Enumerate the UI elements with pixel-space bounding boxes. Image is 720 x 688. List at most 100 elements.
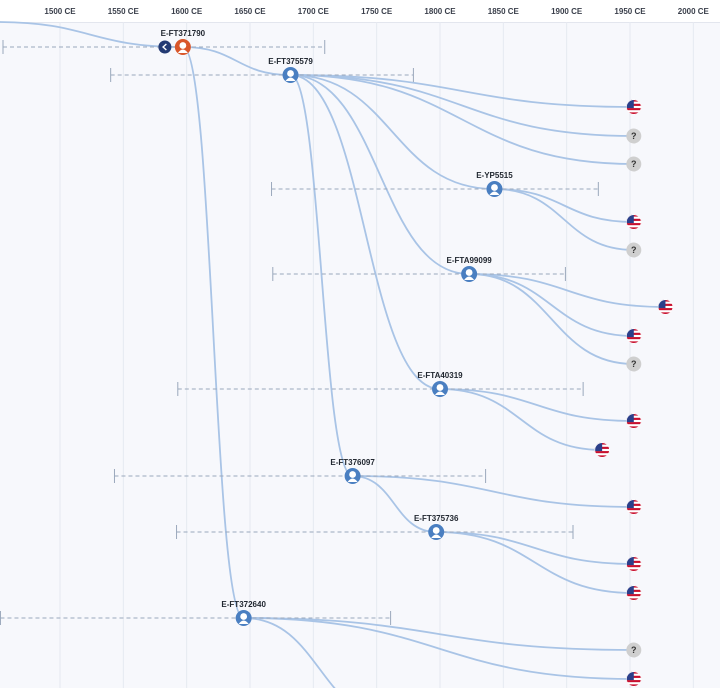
flag-stripe <box>626 510 642 513</box>
haplogroup-node[interactable] <box>282 67 299 83</box>
node-label[interactable]: E-YP5515 <box>476 171 513 180</box>
branch-line <box>243 617 634 680</box>
flag-border <box>626 328 642 344</box>
branch-line <box>352 475 634 508</box>
flag-stripe <box>626 569 642 572</box>
branch-line <box>494 188 634 223</box>
us-flag-icon[interactable] <box>626 99 642 115</box>
axis-tick-label: 1950 CE <box>614 7 646 16</box>
axis-tick-label: 1850 CE <box>487 7 519 16</box>
us-flag-icon[interactable] <box>626 585 642 601</box>
flag-border <box>626 585 642 601</box>
person-head-icon <box>491 184 498 191</box>
haplogroup-node[interactable] <box>461 266 478 282</box>
chevron-left-icon <box>162 43 167 51</box>
us-flag-icon[interactable] <box>594 442 610 458</box>
flag-stripe <box>626 594 642 597</box>
unknown-origin-badge[interactable]: ? <box>626 356 642 372</box>
axis-tick-label: 1600 CE <box>171 7 203 16</box>
branch-line <box>290 74 470 275</box>
us-flag-icon[interactable] <box>626 499 642 515</box>
flag-stripe <box>626 225 642 228</box>
us-flag-icon[interactable] <box>626 556 642 572</box>
branch-line <box>243 617 634 651</box>
flag-canton <box>626 556 634 566</box>
flag-stripe <box>626 227 642 230</box>
unknown-origin-badge[interactable]: ? <box>626 128 642 144</box>
timeline-axis: 1500 CE 1550 CE 1600 CE 1650 CE 1700 CE 1750 … <box>0 0 720 23</box>
flag-stripe <box>626 680 642 683</box>
question-mark: ? <box>631 245 637 255</box>
haplogroup-node[interactable] <box>344 468 361 484</box>
person-body-icon <box>177 49 188 53</box>
branch-line <box>290 74 634 137</box>
unknown-origin-badge[interactable]: ? <box>626 242 642 258</box>
unknown-circle <box>626 356 642 372</box>
flag-stripe <box>626 110 642 113</box>
us-flag-icon[interactable] <box>626 413 642 429</box>
collapse-button[interactable] <box>158 40 172 54</box>
axis-tick-label: 1900 CE <box>551 7 583 16</box>
node-label[interactable]: E-FTA99099 <box>446 256 492 265</box>
flag-stripe <box>626 596 642 599</box>
unknown-circle <box>626 642 642 658</box>
node-label[interactable]: E-FT376097 <box>330 458 375 467</box>
branches <box>0 21 666 688</box>
flag-canton <box>626 671 634 681</box>
branch-line <box>290 74 495 190</box>
branch-line <box>439 388 634 422</box>
branch-line <box>290 74 441 390</box>
haplogroup-node[interactable] <box>174 39 191 55</box>
us-flag-icon[interactable] <box>626 671 642 687</box>
unknown-origin-badge[interactable]: ? <box>626 156 642 172</box>
person-head-icon <box>436 384 444 391</box>
unknown-origin-badge[interactable]: ? <box>626 642 642 658</box>
node-label[interactable]: E-FT375736 <box>413 514 459 523</box>
flag-border <box>626 556 642 572</box>
flag-border <box>626 671 642 687</box>
axis-tick-label: 1800 CE <box>424 7 456 16</box>
branch-line <box>290 74 634 108</box>
haplogroup-node[interactable] <box>428 524 445 540</box>
haplogroup-node[interactable] <box>235 610 252 626</box>
flag-stripe <box>594 453 610 456</box>
flag-stripe <box>594 451 610 454</box>
branch-line <box>469 273 666 308</box>
flag-canton <box>657 299 666 309</box>
person-head-icon <box>432 527 440 534</box>
flag-stripe <box>626 426 642 429</box>
flag-border <box>626 413 642 429</box>
haplogroup-node[interactable] <box>486 181 503 197</box>
person-body-icon <box>347 478 358 482</box>
haplogroup-node[interactable] <box>432 381 448 397</box>
branch-line <box>436 531 634 565</box>
branch-line <box>469 273 634 365</box>
node-label[interactable]: E-FT372640 <box>221 600 266 609</box>
question-mark: ? <box>631 359 637 369</box>
us-flag-icon[interactable] <box>626 328 642 344</box>
axis-tick-label: 2000 CE <box>677 7 709 16</box>
nodes: ????? <box>158 39 674 687</box>
branch-line <box>0 21 183 48</box>
axis-tick-label: 1700 CE <box>297 7 329 16</box>
person-body-icon <box>431 534 442 538</box>
person-body-icon <box>464 276 475 280</box>
axis-tick-label: 1500 CE <box>44 7 76 16</box>
flag-stripe <box>626 422 642 425</box>
node-label[interactable]: E-FT371790 <box>160 29 206 38</box>
flag-stripe <box>626 598 642 601</box>
node-label[interactable]: E-FTA40319 <box>417 371 463 380</box>
axis-tick-label: 1550 CE <box>107 7 139 16</box>
branch-line <box>182 46 245 619</box>
person-head-icon <box>465 269 473 276</box>
us-flag-icon[interactable] <box>657 299 673 315</box>
branch-line <box>352 475 437 533</box>
branch-line <box>290 74 353 477</box>
flag-stripe <box>626 108 642 111</box>
person-head-icon <box>179 42 187 49</box>
flag-border <box>626 499 642 515</box>
flag-stripe <box>626 565 642 568</box>
us-flag-icon[interactable] <box>626 214 642 230</box>
node-label[interactable]: E-FT375579 <box>268 57 313 66</box>
branch-line <box>469 273 634 337</box>
